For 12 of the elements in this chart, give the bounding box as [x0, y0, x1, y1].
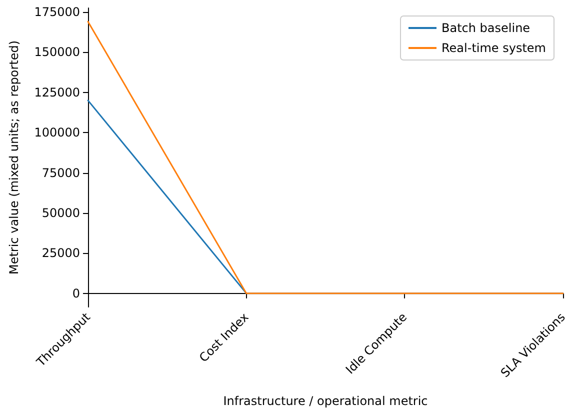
x-axis-title: Infrastructure / operational metric: [223, 394, 428, 408]
legend-label: Batch baseline: [441, 21, 530, 35]
y-tick-label: 150000: [34, 45, 80, 60]
y-tick-label: 25000: [42, 246, 80, 260]
y-tick-label: 125000: [34, 85, 80, 100]
y-tick-label: 175000: [34, 5, 80, 20]
y-tick-label: 0: [72, 286, 80, 300]
legend-label: Real-time system: [441, 41, 546, 55]
y-tick-label: 100000: [34, 126, 80, 140]
y-tick-label: 50000: [42, 206, 80, 220]
y-tick-label: 75000: [42, 166, 80, 180]
y-axis-title: Metric value (mixed units; as reported): [7, 40, 21, 275]
